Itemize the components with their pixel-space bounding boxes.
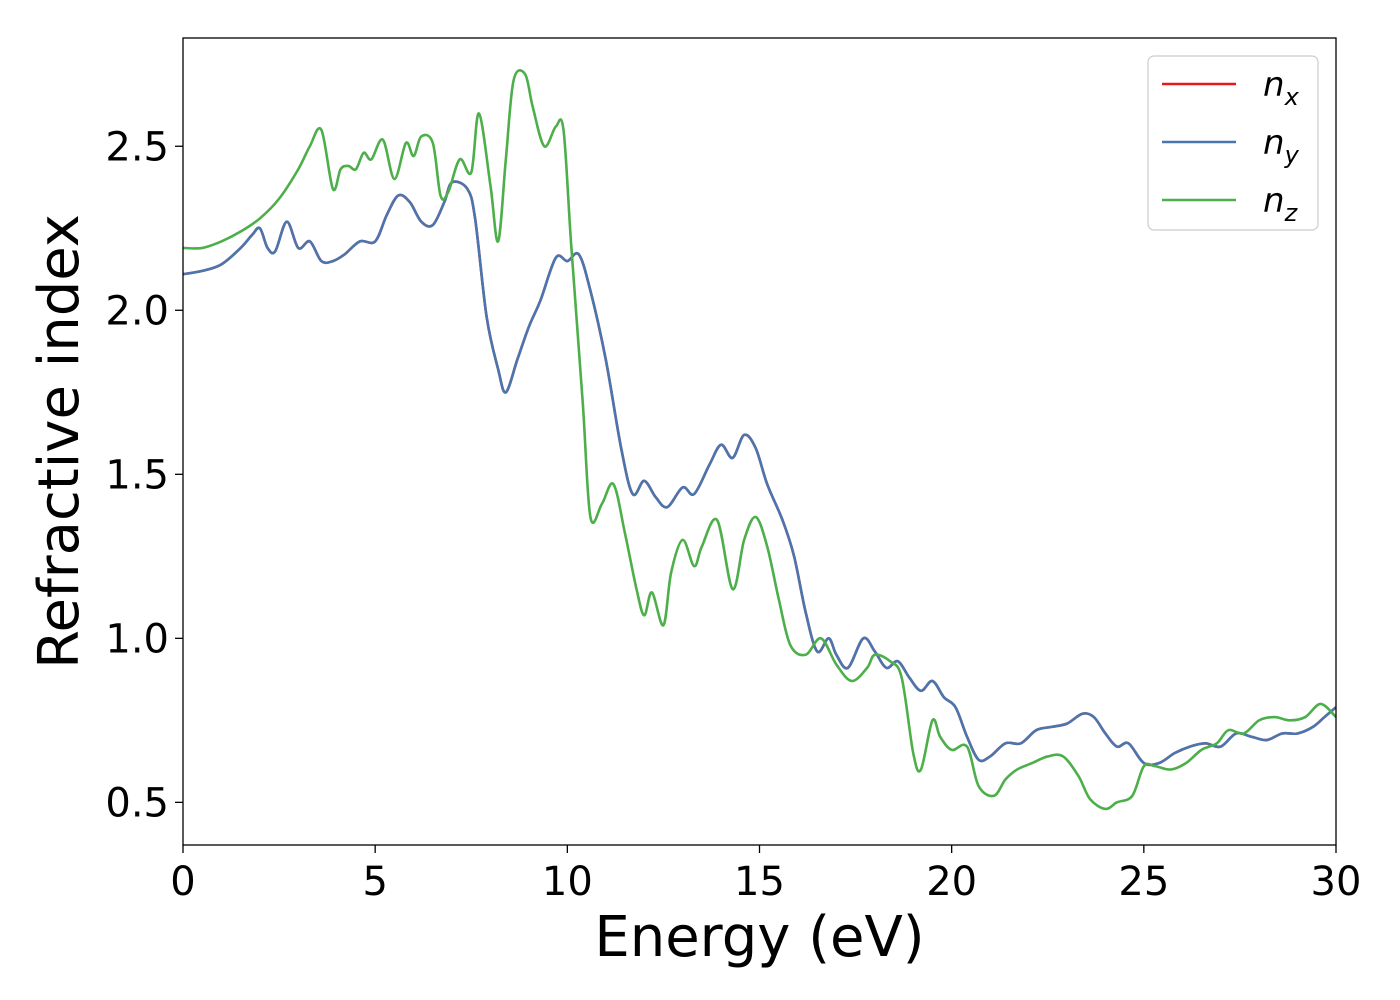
legend-label-nx: nx	[1263, 65, 1300, 111]
x-tick-label: 10	[542, 859, 593, 905]
y-tick-label: 1.0	[105, 616, 169, 662]
legend-label-subscript: y	[1284, 141, 1300, 169]
x-tick-label: 30	[1311, 859, 1362, 905]
y-tick-label: 2.5	[105, 124, 169, 170]
y-tick-label: 1.5	[105, 452, 169, 498]
series-layer	[183, 69, 1336, 811]
y-tick-label: 0.5	[105, 780, 169, 826]
legend-label-base: n	[1263, 65, 1285, 105]
series-line-nz	[183, 69, 1336, 811]
legend-label-base: n	[1263, 181, 1285, 221]
x-tick-label: 15	[734, 859, 785, 905]
y-tick-label: 2.0	[105, 288, 169, 334]
y-axis-title: Refractive index	[27, 214, 92, 669]
y-axis-ticks: 0.5 1.0 1.5 2.0 2.5	[105, 124, 183, 826]
legend-label-subscript: z	[1284, 199, 1299, 227]
x-tick-label: 0	[170, 859, 195, 905]
x-tick-label: 5	[362, 859, 387, 905]
x-axis-title: Energy (eV)	[594, 905, 924, 970]
series-line-nx	[183, 180, 1336, 767]
x-axis-ticks: 0 5 10 15 20 25 30	[170, 845, 1361, 905]
legend-label-subscript: x	[1284, 83, 1300, 111]
legend-label-nz: nz	[1263, 181, 1299, 227]
legend-label-base: n	[1263, 123, 1285, 163]
x-tick-label: 25	[1118, 859, 1169, 905]
x-tick-label: 20	[926, 859, 977, 905]
series-line-ny	[183, 180, 1336, 767]
legend-label-ny: ny	[1263, 123, 1300, 169]
